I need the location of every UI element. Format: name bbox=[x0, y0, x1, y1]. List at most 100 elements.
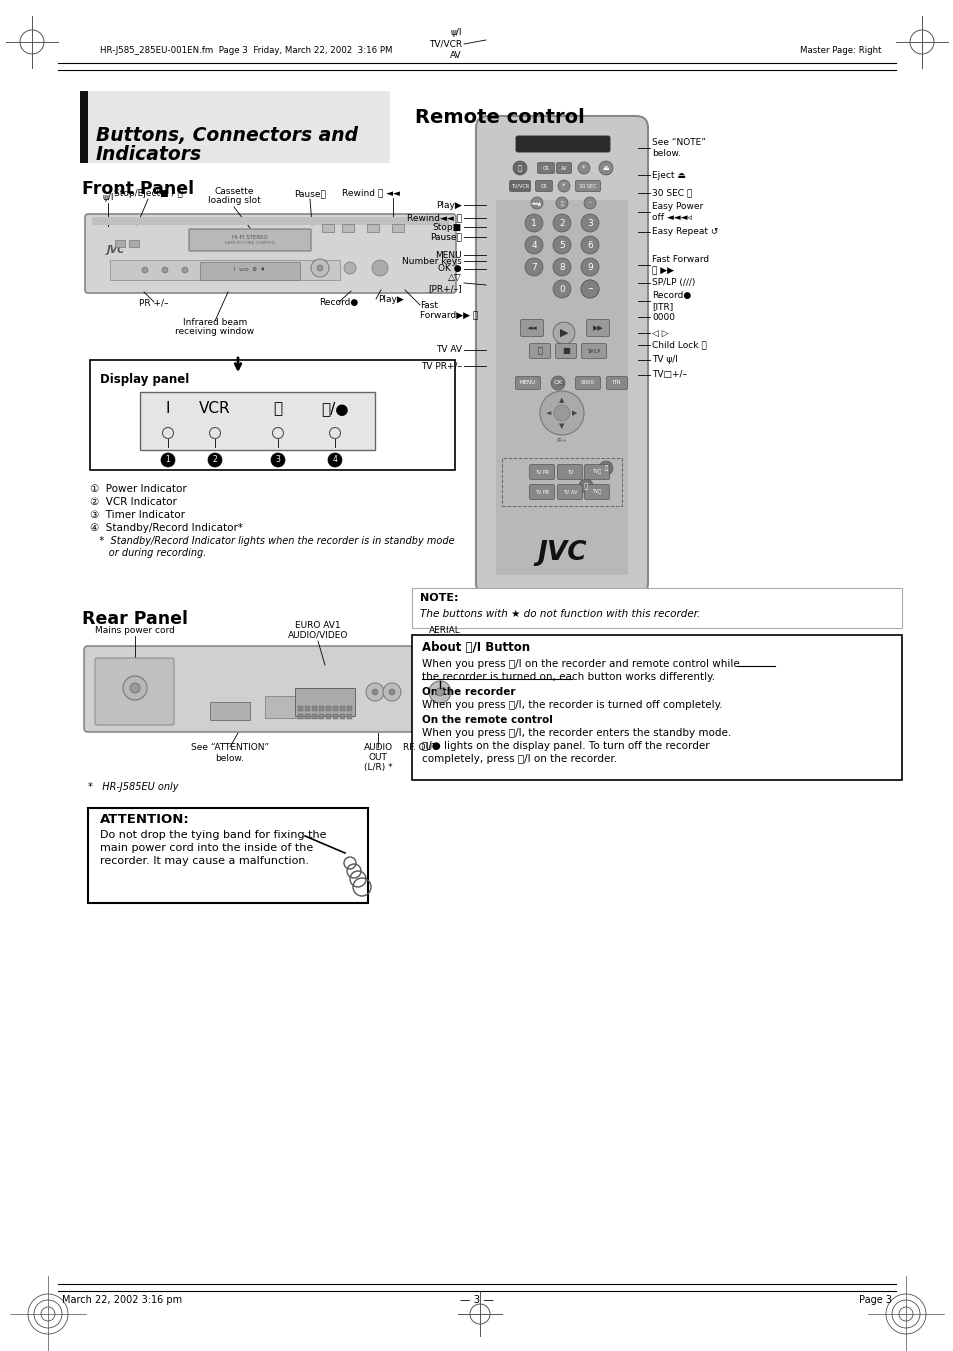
Text: △▽
[PR+/–]: △▽ [PR+/–] bbox=[428, 273, 461, 293]
Circle shape bbox=[558, 180, 569, 192]
Bar bbox=[339, 713, 345, 719]
Text: Master Page: Right: Master Page: Right bbox=[800, 46, 881, 55]
Text: RF. OUT: RF. OUT bbox=[402, 743, 436, 753]
Text: March 22, 2002 3:16 pm: March 22, 2002 3:16 pm bbox=[62, 1296, 182, 1305]
Bar bbox=[80, 91, 88, 163]
Bar bbox=[496, 200, 627, 576]
Text: ▼: ▼ bbox=[558, 423, 564, 430]
Bar bbox=[333, 707, 337, 711]
Bar bbox=[339, 707, 345, 711]
Text: completely, press ⏻/I on the recorder.: completely, press ⏻/I on the recorder. bbox=[421, 754, 617, 765]
Text: ⏻: ⏻ bbox=[517, 165, 521, 172]
Circle shape bbox=[328, 453, 341, 467]
Text: TV PR: TV PR bbox=[535, 470, 549, 474]
Bar bbox=[347, 707, 352, 711]
Text: AERIAL: AERIAL bbox=[429, 626, 460, 635]
Text: 30 SEC: 30 SEC bbox=[578, 184, 596, 189]
Text: ~: ~ bbox=[586, 286, 593, 292]
Text: OK ●: OK ● bbox=[438, 265, 461, 273]
Text: Number keys: Number keys bbox=[402, 257, 461, 266]
FancyBboxPatch shape bbox=[84, 646, 461, 732]
Text: VCR: VCR bbox=[199, 401, 231, 416]
FancyBboxPatch shape bbox=[557, 485, 582, 500]
Circle shape bbox=[539, 390, 583, 435]
Text: Do not drop the tying band for fixing the: Do not drop the tying band for fixing th… bbox=[100, 830, 326, 840]
Text: 2: 2 bbox=[558, 219, 564, 227]
Text: Remote control: Remote control bbox=[415, 108, 584, 127]
Bar bbox=[392, 224, 403, 232]
Bar bbox=[318, 707, 324, 711]
Bar bbox=[367, 224, 378, 232]
Text: When you press ⏻/I, the recorder is turned off completely.: When you press ⏻/I, the recorder is turn… bbox=[421, 700, 721, 711]
Text: Forward▶▶ ⏭: Forward▶▶ ⏭ bbox=[419, 309, 477, 319]
Text: 9: 9 bbox=[586, 262, 592, 272]
FancyBboxPatch shape bbox=[529, 343, 550, 358]
Bar bbox=[318, 713, 324, 719]
FancyBboxPatch shape bbox=[515, 377, 540, 389]
Text: ⏻/● lights on the display panel. To turn off the recorder: ⏻/● lights on the display panel. To turn… bbox=[421, 740, 709, 751]
Text: ▶: ▶ bbox=[559, 328, 568, 338]
Circle shape bbox=[553, 280, 571, 299]
Text: EURO AV1: EURO AV1 bbox=[294, 621, 340, 630]
Text: 🔒: 🔒 bbox=[604, 465, 607, 470]
Text: Record●: Record● bbox=[319, 299, 358, 307]
Text: TV AV: TV AV bbox=[562, 489, 577, 494]
Text: See “NOTE”
below.: See “NOTE” below. bbox=[651, 138, 705, 158]
Text: ①  Power Indicator: ① Power Indicator bbox=[90, 484, 187, 494]
Text: ⌛: ⌛ bbox=[274, 401, 282, 416]
FancyBboxPatch shape bbox=[529, 465, 554, 480]
Text: Indicators: Indicators bbox=[96, 145, 202, 163]
Text: below.: below. bbox=[215, 754, 244, 763]
Text: ◄: ◄ bbox=[546, 409, 551, 416]
Text: TV⏻: TV⏻ bbox=[592, 489, 601, 494]
Bar bbox=[297, 713, 303, 719]
Text: Infrared beam: Infrared beam bbox=[183, 317, 247, 327]
Text: 3: 3 bbox=[275, 455, 280, 465]
Circle shape bbox=[130, 684, 140, 693]
Text: Fast Forward
⏭ ▶▶: Fast Forward ⏭ ▶▶ bbox=[651, 255, 708, 276]
Circle shape bbox=[382, 684, 400, 701]
Circle shape bbox=[161, 453, 174, 467]
Circle shape bbox=[553, 258, 571, 276]
Circle shape bbox=[580, 280, 598, 299]
Text: TV AV: TV AV bbox=[436, 346, 461, 354]
Text: ▶▶: ▶▶ bbox=[592, 326, 602, 331]
Text: TV ψ/I: TV ψ/I bbox=[651, 355, 678, 365]
Text: *   HR-J585EU only: * HR-J585EU only bbox=[88, 782, 178, 792]
Text: ~: ~ bbox=[586, 286, 593, 292]
Text: ◄◄: ◄◄ bbox=[526, 326, 537, 331]
Circle shape bbox=[513, 161, 526, 176]
Text: AV: AV bbox=[560, 166, 567, 170]
Bar bbox=[305, 707, 310, 711]
Text: ▲: ▲ bbox=[558, 397, 564, 403]
Circle shape bbox=[580, 280, 598, 299]
Circle shape bbox=[551, 376, 564, 390]
Circle shape bbox=[531, 197, 542, 209]
Circle shape bbox=[553, 213, 571, 232]
Circle shape bbox=[598, 461, 613, 476]
Text: ⏻: ⏻ bbox=[583, 482, 587, 489]
Bar bbox=[312, 713, 316, 719]
Text: Easy Power
off ◄◄◄◃: Easy Power off ◄◄◄◃ bbox=[651, 201, 702, 222]
Text: recorder. It may cause a malfunction.: recorder. It may cause a malfunction. bbox=[100, 857, 309, 866]
Bar bbox=[341, 224, 354, 232]
Text: ◄◄▲: ◄◄▲ bbox=[531, 200, 542, 205]
Text: 0000: 0000 bbox=[651, 312, 675, 322]
Text: TV⏻: TV⏻ bbox=[592, 470, 601, 474]
Text: TV□+/–: TV□+/– bbox=[651, 370, 686, 380]
FancyBboxPatch shape bbox=[575, 377, 599, 389]
Bar bbox=[265, 696, 319, 717]
Text: The buttons with ★ do not function with this recorder.: The buttons with ★ do not function with … bbox=[419, 609, 700, 619]
Bar bbox=[115, 240, 125, 247]
Text: CR: CR bbox=[542, 166, 549, 170]
Text: *  Standby/Record Indicator lights when the recorder is in standby mode: * Standby/Record Indicator lights when t… bbox=[90, 536, 455, 546]
FancyBboxPatch shape bbox=[575, 181, 599, 192]
Text: TV/VCR: TV/VCR bbox=[511, 184, 529, 189]
Circle shape bbox=[344, 262, 355, 274]
Text: Record●
[ITR]: Record● [ITR] bbox=[651, 290, 691, 311]
Circle shape bbox=[311, 259, 329, 277]
Text: Fast: Fast bbox=[419, 301, 437, 309]
Text: ■: ■ bbox=[561, 346, 569, 355]
Text: 7: 7 bbox=[531, 262, 537, 272]
Circle shape bbox=[142, 267, 148, 273]
